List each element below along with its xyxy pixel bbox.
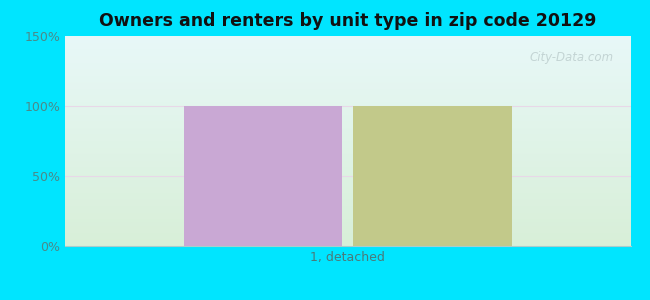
Text: City-Data.com: City-Data.com — [529, 51, 614, 64]
Title: Owners and renters by unit type in zip code 20129: Owners and renters by unit type in zip c… — [99, 12, 597, 30]
Bar — [354, 106, 512, 246]
Bar — [184, 106, 342, 246]
